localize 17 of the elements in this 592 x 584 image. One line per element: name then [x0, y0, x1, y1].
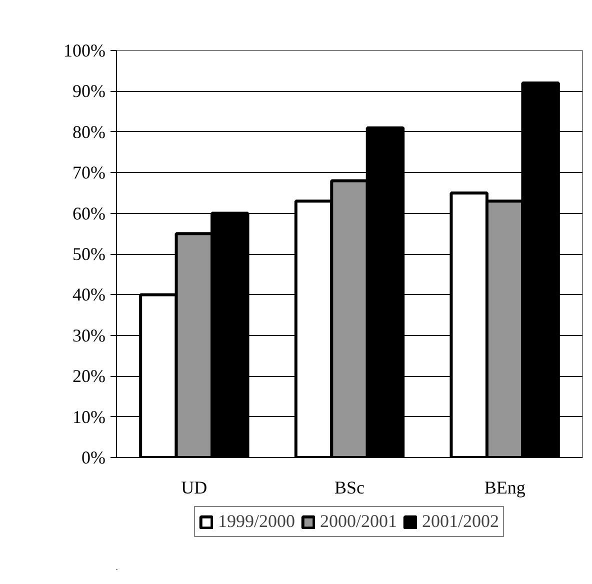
legend-label: 2000/2001: [320, 511, 398, 532]
y-tick-label: 90%: [72, 81, 106, 102]
y-tick-label: 30%: [72, 325, 106, 346]
y-tick-label: 50%: [72, 244, 106, 264]
y-tick-label: 10%: [72, 406, 106, 427]
y-tick-label: 100%: [64, 40, 106, 60]
legend-label: 1999/2000: [218, 511, 295, 532]
x-tick-label: BEng: [484, 478, 526, 498]
y-tick-label: 20%: [72, 366, 106, 386]
y-tick-label: 40%: [72, 284, 106, 305]
y-tick-label: 0%: [82, 448, 106, 468]
y-tick-label: 80%: [72, 122, 106, 142]
y-tick-label: 60%: [72, 203, 106, 224]
x-tick-label: UD: [181, 478, 208, 498]
x-tick-label: BSc: [334, 478, 365, 498]
y-tick-label: 70%: [72, 162, 106, 183]
legend-label: 2001/2002: [422, 511, 500, 532]
